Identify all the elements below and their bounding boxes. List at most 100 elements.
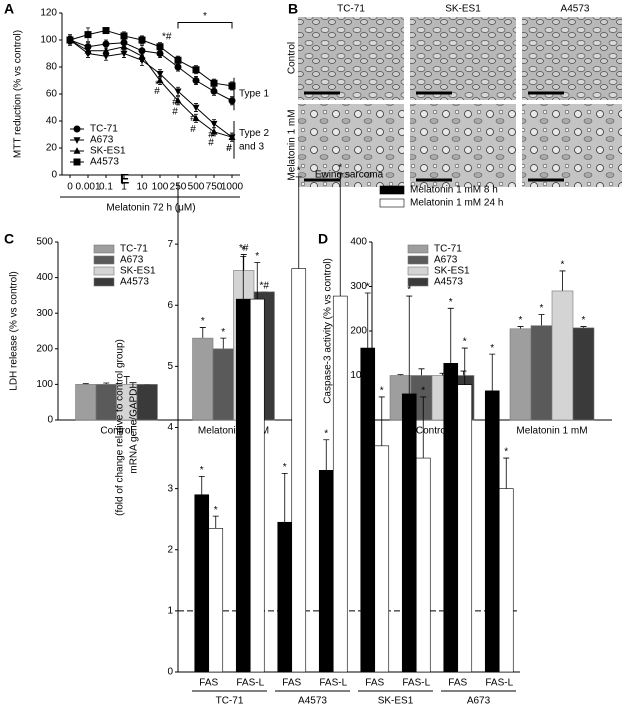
legend-swatch [93,277,115,287]
bar [95,384,117,421]
marker [156,43,164,51]
marker [102,46,110,54]
y-tick-label: 80 [46,62,58,73]
row-label: Melatonin 1 mM [287,109,298,180]
y-tick-label: 500 [36,237,53,248]
error-bar [220,337,227,349]
x-tick-label: Melatonin 1 mM [516,426,587,437]
bar [509,328,532,421]
x-tick-label: FAS [282,678,301,689]
x-tick-label: 0 [67,182,73,193]
scale-bars [304,91,564,182]
panel-letter: C [4,231,14,247]
x-tick-label: 1000 [221,182,244,193]
bar [498,488,514,673]
legend-swatch [379,198,405,208]
x-tick-label: FAS-L [236,678,264,689]
marker [174,96,182,104]
group-label: SK-ES1 [378,696,414,707]
panel-letter: B [288,1,298,17]
panel-letter: D [318,231,328,247]
micrograph [298,104,404,187]
y-tick-label: 3 [167,483,173,494]
bar [136,384,158,421]
x-tick-label: Melatonin 1 mM [198,426,269,437]
legend-marker [73,147,81,154]
bar [208,528,224,673]
significance: * [283,462,287,473]
legend-label: A673 [434,255,458,266]
error-bar [489,353,496,391]
significance: * [540,303,544,314]
error-bar [281,472,288,523]
legend-label: A673 [120,255,144,266]
error-bar [461,347,468,385]
series-line [69,39,233,138]
significance: # [208,137,214,148]
x-tick-label: FAS-L [402,678,430,689]
significance: # [208,129,214,140]
error-bar [460,370,467,376]
significance: # [226,143,232,154]
bracket-label: * [203,11,207,22]
x-tick-label: 0.1 [99,182,113,193]
y-tick-label: 200 [36,343,53,354]
y-axis-label: LDH release (% vs control) [9,271,20,390]
x-tick-label: Control [100,426,132,437]
bar [457,384,473,673]
legend-marker [73,125,81,133]
y-tick-label: 2 [167,544,173,555]
marker [210,127,218,135]
error-bar [420,396,427,459]
bar [484,390,500,673]
column-label: SK-ES1 [445,4,481,15]
marker [66,36,74,44]
x-tick-label: FAS-L [485,678,513,689]
significance: * [582,315,586,326]
type-label: Type 1 [239,89,269,100]
significance: * [338,162,342,173]
legend-swatch [93,244,115,254]
significance: * [504,447,508,458]
error-bar [378,396,385,446]
x-tick-label: 1 [121,182,127,193]
significance: * [421,386,425,397]
x-tick-label: FAS [199,678,218,689]
significance: * [200,465,204,476]
significance: *# [259,280,269,291]
significance: * [463,337,467,348]
x-tick-label: 0.001 [75,182,100,193]
x-axis-label: Melatonin 72 h (μM) [106,203,195,214]
significance: * [490,343,494,354]
bar [572,327,595,421]
panel-letter: E [120,171,129,187]
y-tick-label: 40 [46,116,58,127]
error-bar [123,376,130,385]
series-line [69,39,233,138]
legend-label: TC-71 [434,244,462,255]
marker [174,63,182,71]
series-line [69,39,233,102]
error-bar [240,254,247,271]
marker [174,88,182,96]
type-label: and 3 [239,141,264,152]
error-bar [323,439,330,471]
legend-label: A673 [90,135,114,146]
significance: # [190,113,196,124]
marker [84,46,92,54]
legend-swatch [379,185,405,195]
significance: * [221,327,225,338]
y-tick-label: 400 [350,237,367,248]
significance: * [561,260,565,271]
marker [138,36,146,44]
y-tick-label: 100 [40,35,57,46]
micrograph [410,104,516,187]
y-tick-label: 6 [167,300,173,311]
bar [530,325,553,421]
marker [192,66,200,74]
image-grid: TC-71 SK-ES1 A4573 Control Melatonin 1 m… [287,4,622,187]
significance: # [154,86,160,97]
legend-label: TC-71 [90,124,118,135]
column-label: A4573 [561,4,590,15]
significance: * [214,505,218,516]
